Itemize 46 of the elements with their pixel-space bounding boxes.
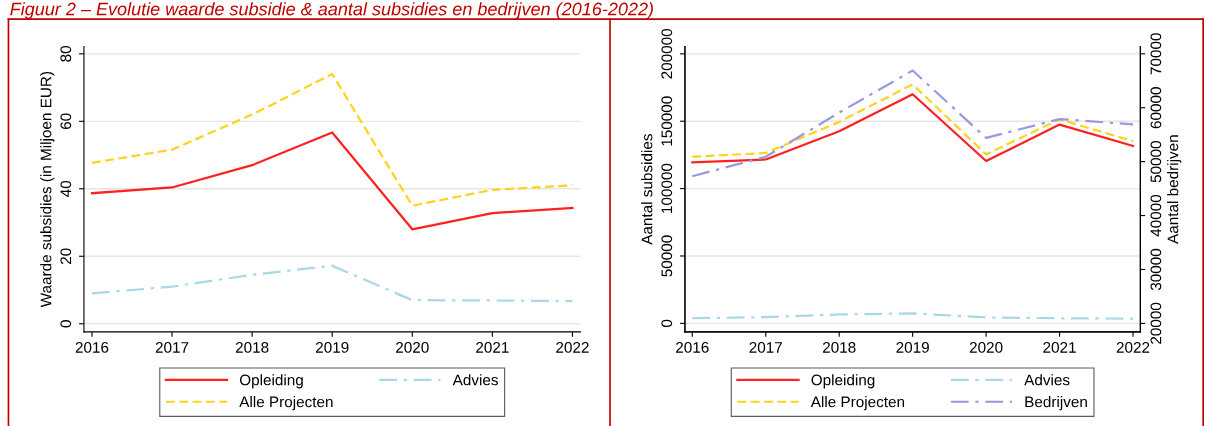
line-series bbox=[691, 93, 1135, 164]
y2-tick-label: 30000 bbox=[1150, 248, 1162, 291]
y-tick-label: 100000 bbox=[661, 163, 673, 213]
x-tick-label: 2020 bbox=[396, 341, 429, 353]
x-tick-label: 2016 bbox=[75, 341, 109, 353]
legend-label: Bedrijven bbox=[1025, 396, 1087, 411]
line-series bbox=[691, 69, 1135, 178]
legend-label: Advies bbox=[1024, 374, 1070, 386]
x-tick-label: 2019 bbox=[896, 341, 929, 353]
x-tick-label: 2020 bbox=[969, 341, 1003, 353]
y2-axis-title: Aantal bedrijven bbox=[1167, 135, 1182, 244]
x-tick-label: 2018 bbox=[235, 341, 269, 353]
legend-label: Alle Projecten bbox=[239, 396, 333, 411]
x-tick-label: 2022 bbox=[556, 341, 589, 353]
legend-label: Alle Projecten bbox=[810, 396, 905, 411]
x-tick-label: 2021 bbox=[1043, 341, 1076, 353]
x-tick-label: 2018 bbox=[822, 341, 856, 353]
y-tick-label: 0 bbox=[661, 319, 673, 328]
y-tick-label: 200000 bbox=[661, 28, 673, 79]
x-tick-label: 2016 bbox=[676, 341, 709, 353]
y2-tick-label: 20000 bbox=[1150, 302, 1162, 344]
y-tick-label: 60 bbox=[60, 113, 72, 130]
line-series bbox=[90, 264, 574, 303]
y2-tick-label: 40000 bbox=[1150, 194, 1162, 237]
y-tick-label: 0 bbox=[60, 320, 72, 328]
x-tick-label: 2022 bbox=[1116, 341, 1150, 353]
x-tick-label: 2021 bbox=[476, 341, 509, 353]
y2-tick-label: 60000 bbox=[1150, 87, 1162, 129]
line-series bbox=[691, 83, 1135, 159]
y2-tick-label: 50000 bbox=[1150, 141, 1162, 183]
x-tick-label: 2017 bbox=[749, 341, 782, 353]
legend-label: Opleiding bbox=[811, 374, 875, 389]
y-tick-label: 20 bbox=[60, 248, 72, 265]
y-axis-title: Waarde subsidies (in Miljoen EUR) bbox=[40, 71, 55, 308]
chart-title: Figuur 2 – Evolutie waarde subsidie & aantal subsidies en bedrijven (2016-2022) bbox=[10, 2, 653, 19]
legend-label: Opleiding bbox=[239, 374, 303, 389]
y-tick-label: 50000 bbox=[661, 235, 673, 277]
x-tick-label: 2019 bbox=[315, 341, 349, 353]
y-tick-label: 80 bbox=[60, 45, 72, 62]
y-tick-label: 40 bbox=[60, 180, 72, 197]
y-tick-label: 150000 bbox=[661, 96, 673, 146]
y2-tick-label: 70000 bbox=[1150, 33, 1162, 75]
line-series bbox=[90, 131, 574, 231]
x-tick-label: 2017 bbox=[155, 341, 189, 353]
y-axis-title: Aantal subsidies bbox=[641, 134, 653, 245]
legend-label: Advies bbox=[452, 374, 498, 386]
